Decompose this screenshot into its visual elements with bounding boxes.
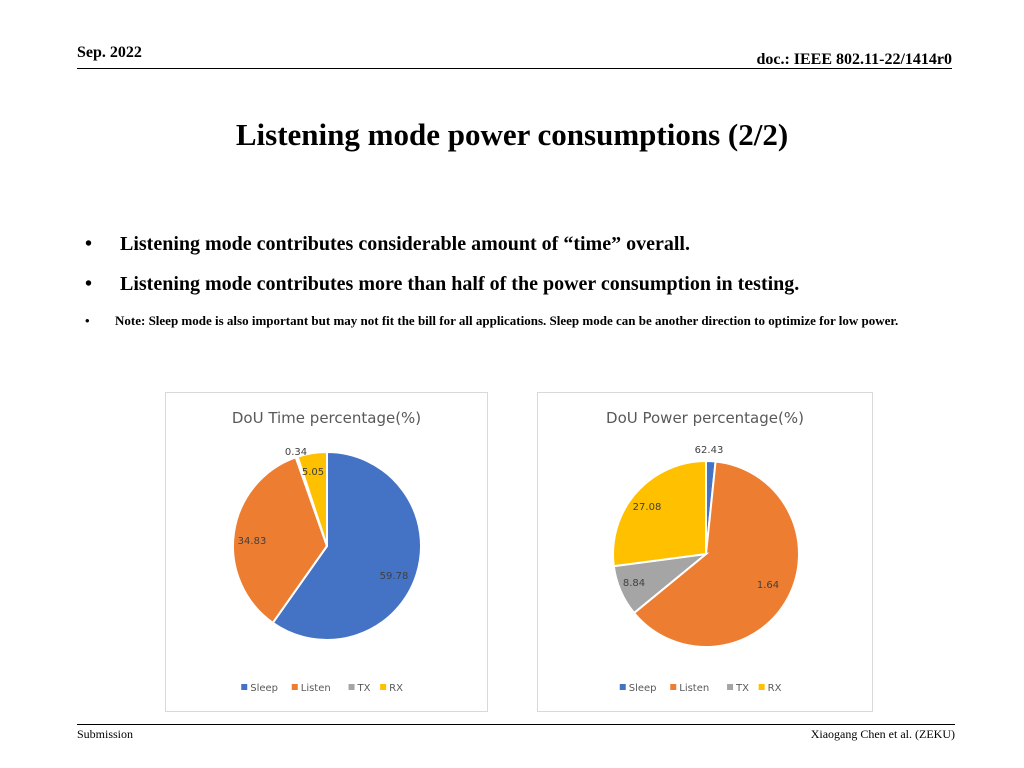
bullet-text: Listening mode contributes more than hal… xyxy=(120,273,800,295)
data-label-listen: 62.43 xyxy=(695,445,724,456)
chart-title: DoU Time percentage(%) xyxy=(232,409,421,427)
header-divider xyxy=(77,68,952,69)
bullet-item: • Listening mode contributes considerabl… xyxy=(85,232,905,256)
legend-swatch-rx xyxy=(758,684,765,690)
legend-label-tx: TX xyxy=(735,683,749,694)
bullet-item: • Listening mode contributes more than h… xyxy=(85,272,905,296)
legend-label-listen: Listen xyxy=(679,683,709,694)
pie-slice-rx xyxy=(296,450,328,547)
legend-swatch-sleep xyxy=(241,684,248,690)
power-pie-svg: DoU Power percentage(%) 1.64 62.43 8.84 27.0… xyxy=(606,409,804,694)
legend-swatch-listen xyxy=(291,684,298,690)
data-label-rx: 5.05 xyxy=(302,467,324,478)
pie-slice-rx xyxy=(612,459,707,568)
legend-swatch-tx xyxy=(727,684,734,690)
slide-title: Listening mode power consumptions (2/2) xyxy=(235,117,789,152)
time-pie-chart: DoU Time percentage(%) 59.78 34.83 0.34 5.05… xyxy=(165,392,488,712)
legend-swatch-rx xyxy=(380,684,387,690)
legend-label-rx: RX xyxy=(389,683,403,694)
legend-label-listen: Listen xyxy=(301,683,331,694)
data-label-rx: 27.08 xyxy=(633,502,662,513)
bullet-mark: • xyxy=(85,233,93,255)
pie-slice-listen xyxy=(232,456,329,625)
header-doc-id: doc.: IEEE 802.11-22/1414r0 xyxy=(756,51,952,68)
data-label-tx: 0.34 xyxy=(285,447,307,458)
chart-legend: Sleep Listen TX RX xyxy=(619,683,782,694)
pie-slice-sleep xyxy=(271,450,422,641)
pie-slice-listen xyxy=(632,460,800,648)
legend-label-tx: TX xyxy=(357,683,371,694)
bullet-text: Listening mode contributes considerable … xyxy=(120,233,690,255)
data-label-sleep: 1.64 xyxy=(757,580,779,591)
bullet-mark: • xyxy=(85,313,90,328)
footer-submission: Submission xyxy=(77,727,134,741)
footer-divider xyxy=(77,724,955,725)
bullet-mark: • xyxy=(85,273,93,295)
chart-legend: Sleep Listen TX RX xyxy=(241,683,403,694)
bullet-text: Note: Sleep mode is also important but m… xyxy=(115,313,899,328)
header-date: Sep. 2022 xyxy=(77,44,142,61)
bullet-item-note: • Note: Sleep mode is also important but… xyxy=(85,313,905,328)
data-label-sleep: 59.78 xyxy=(380,571,409,582)
legend-label-sleep: Sleep xyxy=(250,683,278,694)
data-label-tx: 8.84 xyxy=(623,578,645,589)
time-pie-svg: DoU Time percentage(%) 59.78 34.83 0.34 5.05… xyxy=(232,409,422,694)
legend-label-rx: RX xyxy=(768,683,782,694)
legend-swatch-tx xyxy=(348,684,355,690)
power-pie-chart: DoU Power percentage(%) 1.64 62.43 8.84 27.0… xyxy=(537,392,873,712)
chart-title: DoU Power percentage(%) xyxy=(606,409,804,427)
legend-label-sleep: Sleep xyxy=(629,683,657,694)
legend-swatch-sleep xyxy=(619,684,626,690)
footer-authors: Xiaogang Chen et al. (ZEKU) xyxy=(810,727,955,741)
data-label-listen: 34.83 xyxy=(238,536,267,547)
bullet-list: • Listening mode contributes considerabl… xyxy=(85,232,905,328)
legend-swatch-listen xyxy=(670,684,677,690)
